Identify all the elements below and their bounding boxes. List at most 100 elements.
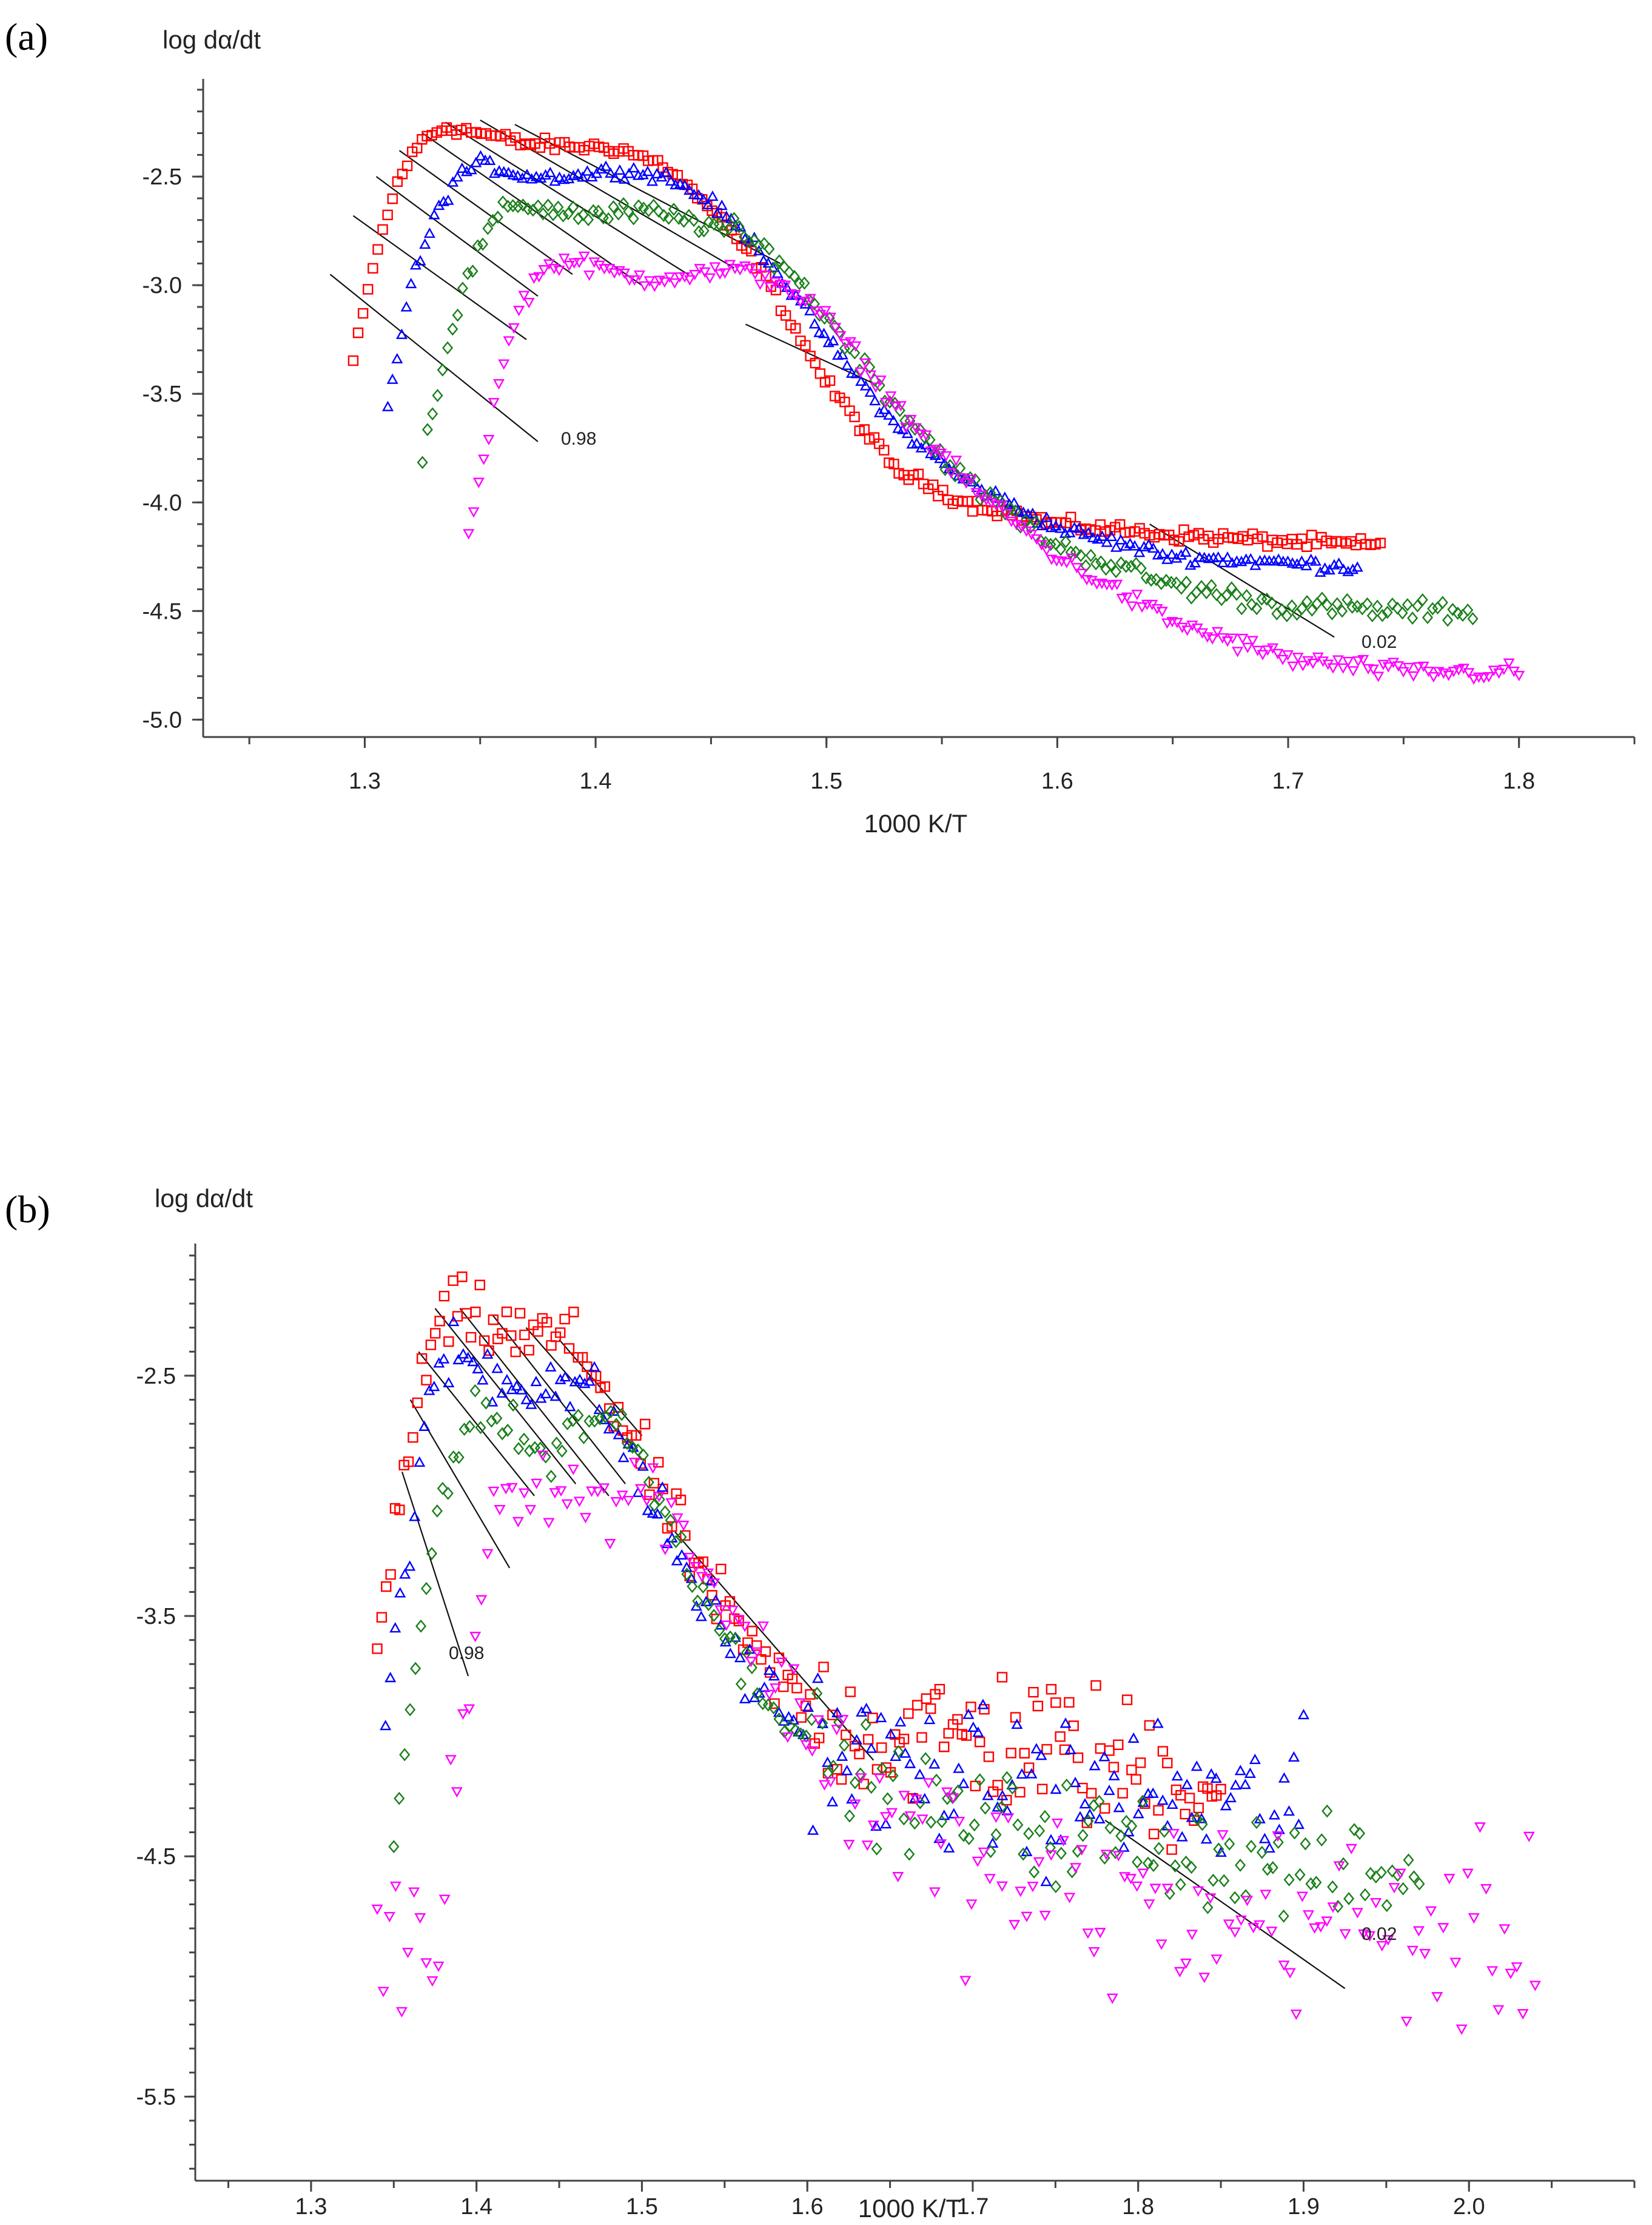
series-green-diamonds bbox=[388, 1384, 1425, 1923]
data-point bbox=[502, 1424, 514, 1437]
data-point bbox=[865, 1780, 877, 1794]
data-point bbox=[1098, 1751, 1110, 1762]
data-point bbox=[599, 142, 609, 153]
data-point bbox=[1364, 1931, 1376, 1942]
data-point bbox=[1125, 1874, 1137, 1885]
data-point bbox=[554, 1373, 566, 1384]
data-point bbox=[1249, 1754, 1261, 1765]
data-point bbox=[1517, 2009, 1529, 2020]
data-point bbox=[549, 1488, 561, 1499]
data-point bbox=[942, 494, 953, 505]
data-point bbox=[512, 170, 524, 181]
data-point bbox=[1290, 2009, 1302, 2020]
data-point bbox=[916, 1732, 927, 1743]
data-point bbox=[1291, 539, 1303, 550]
data-point bbox=[663, 272, 676, 283]
data-point bbox=[1065, 545, 1076, 559]
data-point bbox=[1132, 1808, 1144, 1819]
data-point bbox=[438, 1290, 450, 1302]
series-magenta-triangles bbox=[463, 251, 1525, 685]
data-point bbox=[1147, 542, 1160, 553]
data-point bbox=[885, 1728, 897, 1739]
data-point bbox=[962, 1708, 975, 1719]
data-point bbox=[784, 266, 795, 279]
panel-b-xlabel: 1000 K/T bbox=[858, 2194, 961, 2223]
data-point bbox=[702, 1568, 714, 1579]
data-point bbox=[552, 200, 564, 214]
isoconversion-line-0 bbox=[401, 1472, 469, 1677]
data-point bbox=[854, 1748, 865, 1760]
data-point bbox=[430, 1328, 441, 1339]
data-point bbox=[693, 225, 705, 238]
data-point bbox=[419, 238, 431, 249]
data-point bbox=[754, 279, 766, 291]
data-point bbox=[382, 209, 393, 221]
data-point bbox=[903, 474, 914, 485]
data-point bbox=[673, 212, 685, 225]
data-point bbox=[828, 1759, 839, 1773]
panel-a-ylabel: log dα/dt bbox=[163, 25, 261, 54]
data-point bbox=[637, 150, 649, 161]
data-point bbox=[851, 1734, 863, 1745]
data-point bbox=[623, 167, 635, 178]
data-point bbox=[925, 1703, 936, 1714]
data-point bbox=[1447, 602, 1459, 616]
data-point bbox=[1278, 1772, 1290, 1783]
data-point bbox=[665, 1513, 676, 1527]
data-point bbox=[972, 1726, 984, 1737]
data-point bbox=[764, 242, 775, 256]
data-point bbox=[1121, 1814, 1132, 1828]
data-point bbox=[506, 1483, 518, 1494]
data-point bbox=[583, 271, 596, 281]
data-point bbox=[1307, 658, 1319, 669]
isoconversion-line-8 bbox=[674, 1531, 875, 1761]
data-point bbox=[824, 312, 836, 323]
data-point bbox=[377, 224, 388, 235]
data-point bbox=[1011, 1718, 1023, 1729]
data-point bbox=[1302, 656, 1314, 667]
data-point bbox=[779, 280, 791, 291]
data-point bbox=[1076, 568, 1088, 579]
data-point bbox=[456, 162, 468, 173]
data-point bbox=[427, 407, 438, 421]
data-point bbox=[1010, 1712, 1021, 1723]
data-point bbox=[894, 1737, 905, 1748]
data-point bbox=[880, 397, 892, 409]
data-point bbox=[410, 1661, 421, 1675]
data-point bbox=[855, 375, 867, 386]
data-point bbox=[1467, 612, 1479, 625]
data-point bbox=[1158, 1825, 1170, 1838]
data-point bbox=[1406, 1945, 1419, 1956]
data-point bbox=[800, 340, 811, 351]
data-point bbox=[914, 423, 926, 436]
data-point bbox=[472, 239, 483, 253]
data-point bbox=[1267, 1861, 1278, 1874]
data-point bbox=[1316, 531, 1327, 543]
data-point bbox=[925, 446, 937, 457]
data-point bbox=[789, 290, 801, 301]
data-point bbox=[724, 1648, 736, 1658]
data-point bbox=[1110, 565, 1122, 579]
data-point bbox=[1301, 541, 1312, 552]
data-point bbox=[1113, 1802, 1125, 1813]
data-point bbox=[1294, 1868, 1306, 1882]
data-point bbox=[1111, 579, 1123, 590]
data-point bbox=[640, 1496, 653, 1507]
data-point bbox=[751, 1687, 763, 1701]
data-point bbox=[1104, 525, 1116, 536]
data-point bbox=[716, 1563, 727, 1575]
data-point bbox=[763, 1664, 775, 1675]
data-point bbox=[1382, 605, 1393, 619]
data-point bbox=[475, 1421, 486, 1435]
data-point bbox=[970, 473, 981, 486]
data-point bbox=[983, 1751, 995, 1762]
data-point bbox=[501, 1373, 513, 1385]
data-point bbox=[480, 128, 491, 139]
data-point bbox=[457, 281, 468, 295]
data-point bbox=[1237, 531, 1249, 542]
data-point bbox=[610, 1497, 622, 1508]
data-point bbox=[1462, 1868, 1474, 1879]
data-point bbox=[461, 166, 473, 177]
data-point bbox=[1246, 597, 1257, 611]
data-point bbox=[796, 1712, 807, 1723]
